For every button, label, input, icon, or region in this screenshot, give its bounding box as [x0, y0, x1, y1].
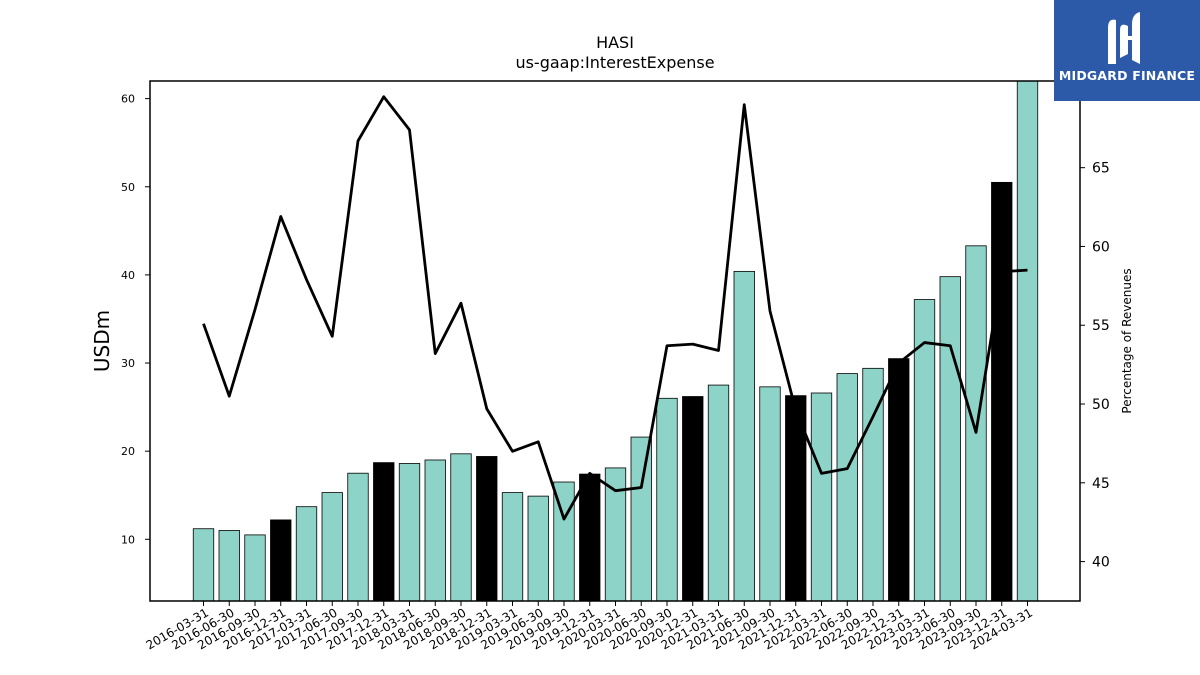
bar: [991, 181, 1013, 602]
bar: [939, 276, 961, 602]
y-tick-label-right: 45: [1092, 476, 1110, 492]
bar: [424, 459, 446, 602]
bar: [244, 534, 266, 602]
logo-text: MIDGARD FINANCE: [1058, 68, 1196, 83]
y-tick-label-left: 20: [121, 445, 135, 458]
y-axis-right-title: Percentage of Revenues: [1120, 268, 1134, 413]
bar: [295, 506, 318, 602]
y-tick-label-left: 50: [121, 181, 135, 194]
bar: [398, 463, 421, 602]
y-tick-label-right: 40: [1092, 555, 1110, 571]
bar: [888, 358, 910, 602]
bar: [682, 396, 704, 602]
bars: [192, 80, 1039, 602]
bar: [733, 270, 755, 602]
bar: [707, 384, 730, 602]
bar: [321, 492, 343, 602]
bar: [965, 245, 987, 602]
y-tick-label-left: 30: [121, 357, 135, 370]
y-tick-label-left: 40: [121, 269, 135, 282]
bar: [604, 467, 627, 602]
y-tick-label-left: 60: [121, 93, 135, 106]
chart-title: HASI: [596, 33, 634, 52]
bar: [218, 530, 240, 602]
y-tick-label-right: 60: [1092, 239, 1110, 255]
bar: [656, 397, 678, 602]
y-tick-label-right: 65: [1092, 161, 1110, 177]
left-axis: 10 20 30 40 50 60: [121, 93, 150, 546]
bar: [527, 495, 549, 602]
y-tick-label-right: 50: [1092, 397, 1110, 413]
right-axis: 40 45 50 55 60 65: [1080, 161, 1110, 571]
bar: [347, 472, 369, 602]
bar: [1016, 80, 1039, 602]
chart-subtitle: us-gaap:InterestExpense: [515, 53, 714, 72]
bar: [192, 528, 215, 602]
logo: MIDGARD FINANCE: [1054, 0, 1200, 101]
bar: [476, 456, 498, 602]
x-axis: 2016-03-312016-06-302016-09-302016-12-31…: [144, 601, 1035, 652]
y-tick-label-left: 10: [121, 533, 135, 546]
bar: [373, 462, 395, 602]
bar: [270, 519, 292, 602]
line-series: [202, 95, 1028, 521]
bar: [836, 373, 858, 602]
bar: [579, 473, 601, 602]
bar: [501, 492, 524, 602]
y-tick-label-right: 55: [1092, 318, 1110, 334]
logo-mark-icon: [1108, 12, 1140, 64]
bar: [630, 436, 652, 602]
bar: [810, 392, 833, 602]
bar: [759, 386, 781, 602]
y-axis-left-title: USDm: [90, 310, 114, 372]
bar: [450, 453, 472, 602]
line-path: [202, 95, 1028, 521]
